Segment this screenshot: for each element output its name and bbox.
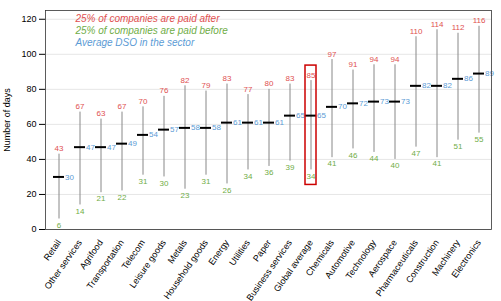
- svg-text:80: 80: [265, 79, 274, 88]
- svg-text:Other services: Other services: [42, 237, 84, 292]
- svg-text:40: 40: [26, 154, 36, 164]
- svg-text:70: 70: [139, 97, 148, 106]
- svg-text:Transportation: Transportation: [84, 237, 126, 291]
- svg-text:70: 70: [338, 102, 347, 111]
- svg-text:58: 58: [191, 123, 200, 132]
- svg-text:34: 34: [307, 172, 316, 181]
- svg-text:Electronics: Electronics: [450, 237, 484, 279]
- svg-text:82: 82: [181, 76, 190, 85]
- svg-text:Retail: Retail: [42, 238, 63, 263]
- svg-text:83: 83: [223, 74, 232, 83]
- svg-text:47: 47: [412, 149, 421, 158]
- svg-text:Metals: Metals: [165, 237, 189, 266]
- svg-text:67: 67: [76, 102, 85, 111]
- svg-text:120: 120: [21, 14, 36, 24]
- svg-text:Household goods: Household goods: [162, 237, 211, 301]
- svg-text:23: 23: [181, 191, 190, 200]
- svg-text:61: 61: [233, 118, 242, 127]
- svg-text:6: 6: [57, 221, 62, 230]
- svg-text:25% of companies are paid befo: 25% of companies are paid before: [75, 25, 229, 36]
- svg-text:97: 97: [328, 50, 337, 59]
- svg-text:112: 112: [452, 23, 465, 32]
- svg-text:20: 20: [26, 189, 36, 199]
- svg-text:114: 114: [431, 20, 444, 29]
- svg-text:94: 94: [370, 55, 379, 64]
- svg-text:116: 116: [473, 16, 486, 25]
- svg-text:85: 85: [307, 71, 316, 80]
- svg-text:94: 94: [391, 55, 400, 64]
- svg-text:40: 40: [391, 161, 400, 170]
- svg-text:Technology: Technology: [343, 237, 378, 281]
- svg-text:58: 58: [212, 123, 221, 132]
- svg-text:Pharmaceuticals: Pharmaceuticals: [373, 237, 420, 299]
- svg-text:65: 65: [317, 111, 326, 120]
- svg-text:43: 43: [55, 144, 64, 153]
- svg-text:30: 30: [65, 173, 74, 182]
- svg-text:77: 77: [244, 85, 253, 94]
- svg-text:110: 110: [410, 27, 423, 36]
- svg-text:Paper: Paper: [251, 237, 273, 264]
- svg-text:46: 46: [349, 151, 358, 160]
- svg-text:22: 22: [118, 193, 127, 202]
- svg-text:Global average: Global average: [271, 237, 315, 294]
- svg-text:Number of days: Number of days: [2, 88, 12, 152]
- svg-text:44: 44: [370, 154, 379, 163]
- svg-text:65: 65: [296, 111, 305, 120]
- svg-text:54: 54: [149, 130, 158, 139]
- svg-text:47: 47: [107, 143, 116, 152]
- svg-text:Telecom: Telecom: [119, 237, 147, 271]
- svg-text:25% of companies are paid afte: 25% of companies are paid after: [75, 13, 221, 24]
- svg-text:26: 26: [223, 186, 232, 195]
- svg-text:36: 36: [265, 168, 274, 177]
- svg-text:31: 31: [139, 177, 148, 186]
- svg-text:57: 57: [170, 125, 179, 134]
- svg-text:83: 83: [286, 74, 295, 83]
- svg-text:100: 100: [21, 49, 36, 59]
- svg-text:Utilities: Utilities: [227, 237, 252, 267]
- svg-text:41: 41: [328, 159, 337, 168]
- svg-text:61: 61: [254, 118, 263, 127]
- svg-text:73: 73: [380, 97, 389, 106]
- svg-text:86: 86: [464, 74, 473, 83]
- svg-text:0: 0: [31, 224, 36, 234]
- svg-text:47: 47: [86, 143, 95, 152]
- svg-text:Automotive: Automotive: [323, 237, 357, 281]
- svg-text:89: 89: [485, 69, 494, 78]
- svg-text:49: 49: [128, 139, 137, 148]
- svg-text:67: 67: [118, 102, 127, 111]
- svg-text:73: 73: [401, 97, 410, 106]
- svg-text:82: 82: [443, 81, 452, 90]
- svg-text:60: 60: [26, 119, 36, 129]
- svg-text:Agrifood: Agrifood: [77, 237, 105, 272]
- svg-text:72: 72: [359, 99, 368, 108]
- svg-text:Chemicals: Chemicals: [303, 237, 336, 278]
- svg-text:31: 31: [202, 177, 211, 186]
- svg-text:39: 39: [286, 163, 295, 172]
- svg-text:80: 80: [26, 84, 36, 94]
- svg-text:34: 34: [244, 172, 253, 181]
- svg-text:Machinery: Machinery: [430, 237, 462, 278]
- svg-text:21: 21: [97, 194, 106, 203]
- svg-text:63: 63: [97, 109, 106, 118]
- svg-text:61: 61: [275, 118, 284, 127]
- svg-text:82: 82: [422, 81, 431, 90]
- svg-text:51: 51: [454, 142, 463, 151]
- svg-text:Energy: Energy: [206, 237, 231, 267]
- svg-text:Leisure goods: Leisure goods: [127, 237, 168, 289]
- svg-text:Aerospace: Aerospace: [366, 237, 399, 279]
- svg-text:55: 55: [475, 135, 484, 144]
- svg-text:76: 76: [160, 86, 169, 95]
- svg-text:41: 41: [433, 159, 442, 168]
- svg-text:Construction: Construction: [404, 238, 441, 285]
- svg-text:30: 30: [160, 179, 169, 188]
- svg-text:Average DSO in the sector: Average DSO in the sector: [75, 37, 195, 48]
- svg-text:79: 79: [202, 81, 211, 90]
- svg-text:91: 91: [349, 60, 358, 69]
- svg-text:14: 14: [76, 207, 85, 216]
